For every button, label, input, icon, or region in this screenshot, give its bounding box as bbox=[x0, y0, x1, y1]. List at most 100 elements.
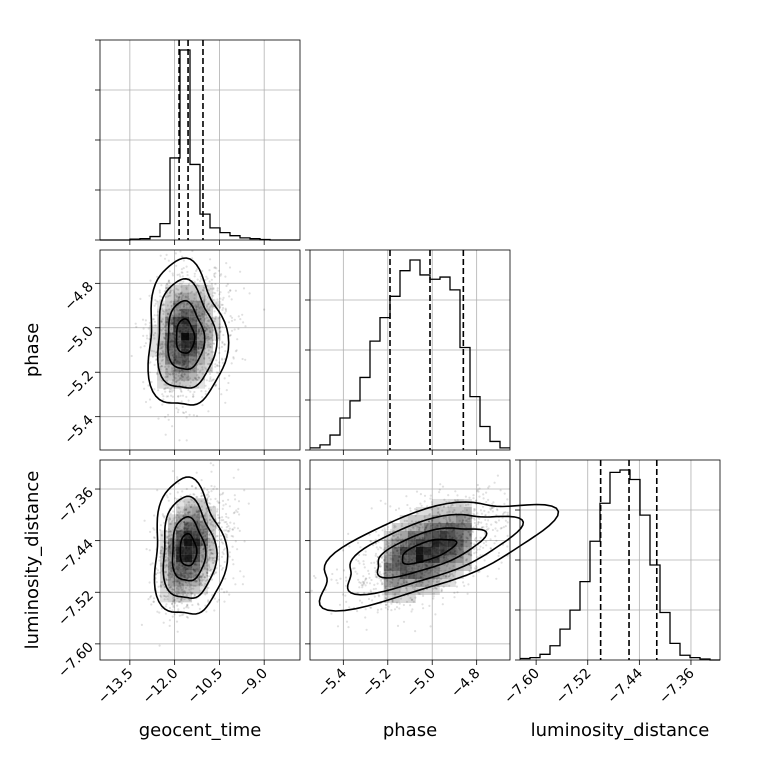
sample-point bbox=[168, 624, 171, 628]
sample-point bbox=[200, 332, 203, 335]
sample-point bbox=[384, 572, 388, 575]
sample-point bbox=[174, 377, 177, 380]
density-cell bbox=[447, 530, 456, 539]
sample-point bbox=[247, 502, 250, 505]
sample-point bbox=[190, 504, 193, 507]
sample-point bbox=[197, 313, 200, 316]
sample-point bbox=[177, 374, 180, 377]
sample-point bbox=[185, 303, 189, 306]
sample-point bbox=[243, 540, 246, 543]
sample-point bbox=[152, 536, 156, 539]
sample-point bbox=[199, 520, 203, 524]
sample-point bbox=[207, 319, 210, 322]
sample-point bbox=[171, 602, 174, 606]
sample-point bbox=[165, 544, 168, 548]
sample-point bbox=[450, 503, 453, 506]
sample-point bbox=[345, 600, 348, 604]
density-cell bbox=[200, 562, 209, 571]
density-cell bbox=[463, 506, 472, 515]
sample-point bbox=[178, 525, 181, 528]
sample-point bbox=[464, 516, 467, 519]
density-cell bbox=[439, 570, 448, 579]
sample-point bbox=[207, 302, 210, 305]
sample-point bbox=[447, 575, 450, 578]
sample-point bbox=[159, 551, 162, 555]
sample-point bbox=[185, 439, 188, 442]
sample-point bbox=[420, 581, 423, 584]
sample-point bbox=[489, 547, 492, 550]
sample-point bbox=[404, 529, 407, 532]
density-cell bbox=[431, 538, 440, 547]
sample-point bbox=[223, 312, 226, 315]
sample-point bbox=[200, 577, 203, 580]
sample-point bbox=[178, 295, 181, 298]
sample-point bbox=[476, 483, 479, 487]
sample-point bbox=[227, 530, 230, 533]
sample-point bbox=[193, 594, 196, 597]
sample-point bbox=[214, 272, 217, 275]
sample-point bbox=[162, 354, 165, 357]
sample-point bbox=[171, 588, 174, 591]
x-tick-label: −7.60 bbox=[501, 666, 543, 708]
sample-point bbox=[153, 388, 156, 391]
sample-point bbox=[213, 342, 216, 345]
sample-point bbox=[487, 486, 490, 489]
density-cell bbox=[168, 514, 177, 523]
sample-point bbox=[173, 613, 176, 616]
sample-point bbox=[197, 510, 200, 513]
sample-point bbox=[223, 600, 226, 603]
sample-point bbox=[335, 579, 338, 582]
sample-point bbox=[183, 373, 186, 376]
sample-point bbox=[379, 579, 382, 582]
sample-point bbox=[411, 608, 414, 611]
sample-point bbox=[221, 340, 224, 343]
sample-point bbox=[168, 606, 172, 610]
density-cell bbox=[423, 578, 432, 587]
sample-point bbox=[199, 582, 202, 585]
sample-point bbox=[174, 557, 177, 560]
sample-point bbox=[468, 553, 471, 556]
sample-point bbox=[163, 329, 167, 332]
sample-point bbox=[390, 609, 393, 612]
sample-point bbox=[220, 568, 224, 571]
sample-point bbox=[392, 530, 395, 533]
sample-point bbox=[165, 578, 168, 582]
sample-point bbox=[225, 520, 228, 524]
sample-point bbox=[382, 558, 385, 562]
sample-point bbox=[169, 555, 172, 558]
histogram-phase bbox=[310, 259, 510, 449]
sample-point bbox=[156, 373, 159, 376]
sample-point bbox=[385, 574, 388, 577]
sample-point bbox=[244, 325, 247, 328]
sample-point bbox=[204, 366, 207, 369]
sample-point bbox=[187, 513, 190, 516]
sample-point bbox=[472, 512, 475, 516]
sample-point bbox=[183, 598, 186, 601]
density-cell bbox=[431, 586, 440, 595]
sample-point bbox=[175, 620, 179, 623]
sample-point bbox=[178, 439, 181, 442]
density-cell bbox=[205, 324, 214, 333]
sample-point bbox=[199, 317, 202, 320]
sample-point bbox=[345, 620, 349, 623]
sample-point bbox=[358, 553, 361, 557]
sample-point bbox=[232, 476, 235, 479]
density-cell bbox=[165, 364, 174, 373]
sample-point bbox=[173, 585, 176, 588]
sample-point bbox=[387, 553, 390, 556]
sample-point bbox=[205, 379, 208, 382]
sample-point bbox=[216, 289, 219, 292]
sample-point bbox=[176, 585, 180, 588]
sample-point bbox=[199, 574, 202, 577]
sample-point bbox=[178, 370, 181, 373]
sample-point bbox=[405, 495, 408, 498]
sample-point bbox=[462, 519, 465, 522]
sample-point bbox=[208, 329, 212, 332]
sample-point bbox=[160, 365, 163, 368]
sample-point bbox=[423, 500, 426, 503]
sample-point bbox=[205, 337, 208, 340]
sample-point bbox=[413, 588, 416, 591]
sample-point bbox=[230, 534, 233, 538]
sample-point bbox=[181, 591, 184, 594]
sample-point bbox=[189, 498, 193, 501]
